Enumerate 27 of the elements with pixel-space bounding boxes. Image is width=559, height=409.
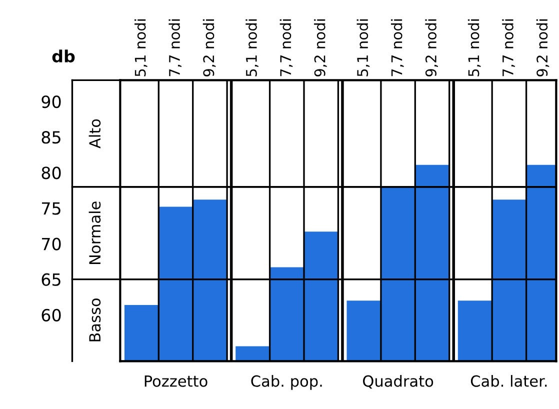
band-label: Alto [88,119,101,148]
y-tick-label: 85 [42,131,60,144]
x-tick-label: Pozzetto [144,376,208,387]
text: 5,1 nodi [134,19,148,76]
text: 7,7 nodi [168,19,182,76]
text: 7,7 nodi [280,19,293,76]
text: 5,1 nodi [468,19,481,76]
x-tick-label: Quadrato [363,375,434,389]
text: 5,1 nodi [356,19,370,76]
x-tick-label: Cab. pop. [251,375,322,390]
y-tick-label: 75 [42,202,60,215]
text: 9,2 nodi [202,19,216,76]
text: 7,7 nodi [390,19,404,76]
text: 5,1 nodi [246,19,258,76]
band-label: Normale [88,202,101,264]
x-tick-label: Cab. later. [470,375,547,387]
text: 7,7 nodi [502,19,515,76]
y-tick-label: 70 [42,238,61,250]
text: 9,2 nodi [425,19,438,76]
y-tick-label: 90 [42,95,61,108]
text: 9,2 nodi [536,19,550,76]
band-label: Basso [89,298,101,342]
y-tick-label: 65 [42,273,60,286]
y-tick-label: 80 [42,166,61,180]
text: 9,2 nodi [314,19,327,76]
y-axis-title: db [52,50,75,63]
y-tick-label: 60 [42,308,61,322]
